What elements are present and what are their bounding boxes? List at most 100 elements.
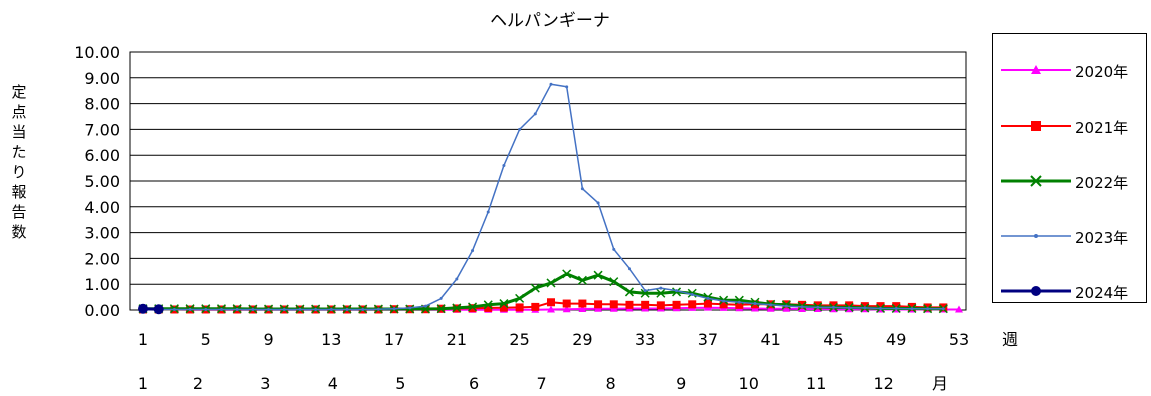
month-label: 9 — [676, 374, 686, 393]
y-axis-label-char: 告 — [11, 203, 27, 221]
data-point — [471, 249, 475, 253]
data-point — [547, 305, 555, 313]
y-axis-tick-labels: 0.00 1.00 2.00 3.00 4.00 5.00 6.00 7.00 8.00 9.00… — [74, 43, 120, 320]
data-point — [593, 270, 603, 280]
data-point — [955, 305, 963, 313]
data-point — [737, 300, 741, 304]
data-point — [926, 307, 930, 311]
data-point — [153, 304, 164, 315]
data-point — [267, 307, 271, 311]
month-unit-label: 月 — [932, 374, 948, 393]
data-point — [719, 300, 728, 309]
legend-item-2024: 2024年 — [993, 281, 1148, 302]
x-tick-label: 5 — [201, 330, 211, 349]
data-point — [847, 306, 851, 310]
x-tick-label: 53 — [949, 330, 969, 349]
data-point — [376, 307, 380, 311]
data-point — [831, 305, 835, 309]
data-point — [484, 303, 493, 312]
data-point — [499, 303, 508, 312]
data-point — [845, 301, 854, 310]
data-point — [596, 201, 600, 205]
data-point — [910, 307, 914, 311]
data-point — [578, 299, 587, 308]
legend-marker-2020 — [1001, 65, 1071, 74]
data-point — [722, 299, 726, 303]
data-point — [502, 164, 506, 168]
data-point — [688, 300, 697, 309]
legend-marker-2021 — [1001, 121, 1071, 131]
data-point — [594, 300, 603, 309]
x-axis-tick-labels: 1 5 9 13 17 21 25 29 33 37 41 45 49 53 — [138, 330, 969, 349]
x-tick-label: 13 — [321, 330, 341, 349]
legend-label-2020: 2020年 — [1075, 63, 1129, 81]
data-point — [907, 302, 916, 311]
data-point — [641, 300, 650, 309]
data-point — [499, 299, 509, 309]
legend-label-2024: 2024年 — [1075, 284, 1129, 302]
x-tick-label: 41 — [761, 330, 781, 349]
data-point — [580, 187, 584, 191]
data-point — [546, 278, 556, 288]
data-point — [656, 288, 666, 298]
y-tick-label: 10.00 — [74, 43, 120, 62]
legend-label-2022: 2022年 — [1075, 174, 1129, 192]
data-point — [515, 293, 525, 303]
data-point — [219, 307, 223, 311]
data-point — [562, 299, 571, 308]
series-line — [143, 83, 944, 311]
data-point — [863, 306, 867, 310]
month-label: 4 — [328, 374, 338, 393]
data-point — [703, 299, 712, 308]
data-point — [643, 289, 647, 293]
data-point — [675, 289, 679, 293]
legend-item-2022: 2022年 — [993, 171, 1148, 192]
y-axis-label-char: 点 — [11, 103, 27, 121]
data-point — [172, 307, 176, 311]
data-point — [800, 305, 804, 309]
series-group — [138, 82, 963, 315]
data-point — [578, 304, 587, 312]
y-tick-label: 6.00 — [84, 146, 120, 165]
legend-marker-2023 — [1001, 234, 1071, 238]
series-4 — [138, 303, 164, 315]
month-label: 3 — [260, 374, 270, 393]
legend-label-2021: 2021年 — [1075, 119, 1129, 137]
month-label: 10 — [739, 374, 759, 393]
data-point — [829, 301, 838, 310]
y-tick-label: 4.00 — [84, 198, 120, 217]
y-tick-label: 0.00 — [84, 301, 120, 320]
data-point — [565, 85, 569, 89]
data-point — [577, 275, 587, 285]
data-point — [439, 296, 443, 300]
legend-label-2023: 2023年 — [1075, 229, 1129, 247]
data-point — [784, 304, 788, 308]
data-point — [204, 307, 208, 311]
data-point — [329, 307, 333, 311]
data-point — [769, 303, 773, 307]
month-label: 6 — [469, 374, 479, 393]
data-point — [282, 307, 286, 311]
month-label: 2 — [193, 374, 203, 393]
data-point — [672, 300, 681, 309]
y-tick-label: 8.00 — [84, 95, 120, 114]
chart-title: ヘルパンギーナ — [490, 11, 610, 31]
y-tick-label: 9.00 — [84, 69, 120, 88]
month-label: 1 — [138, 374, 148, 393]
y-axis-label-char: 報 — [11, 183, 27, 201]
legend-item-2020: 2020年 — [993, 60, 1148, 81]
data-point — [659, 286, 663, 290]
month-label: 7 — [536, 374, 546, 393]
data-point — [879, 306, 883, 310]
data-point — [562, 269, 572, 279]
y-axis-label-char: 数 — [11, 223, 27, 241]
x-tick-label: 29 — [572, 330, 592, 349]
y-tick-label: 5.00 — [84, 172, 120, 191]
data-point — [452, 303, 462, 313]
data-point — [138, 303, 148, 314]
data-point — [612, 247, 616, 251]
y-tick-label: 7.00 — [84, 120, 120, 139]
data-point — [816, 305, 820, 309]
data-point — [361, 307, 365, 311]
y-axis-label: 定点当たり報告数 — [8, 82, 30, 242]
